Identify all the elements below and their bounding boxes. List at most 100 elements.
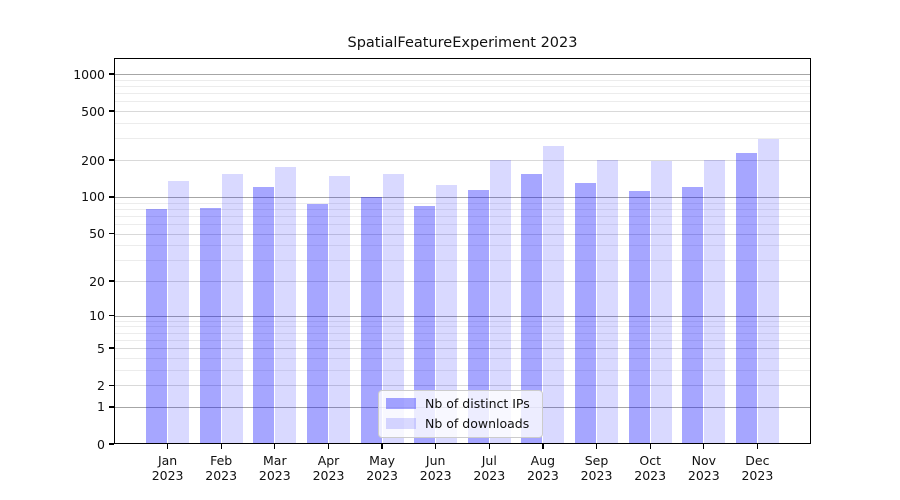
- minor-gridline-60: [114, 223, 811, 225]
- bar-nb-of-distinct-ips-feb: [199, 208, 221, 444]
- y-tick-label-50: 50: [89, 226, 105, 241]
- y-tick-label-1: 1: [97, 399, 105, 415]
- y-tick-label-5: 5: [97, 340, 105, 356]
- x-tick-label-sep: Sep 2023: [580, 453, 613, 483]
- y-tick-mark-100: [109, 196, 114, 198]
- y-tick-mark-1000: [109, 73, 114, 75]
- chart-title: SpatialFeatureExperiment 2023: [347, 35, 578, 51]
- x-tick-label-may: May 2023: [366, 453, 398, 483]
- minor-gridline-30: [114, 260, 811, 262]
- plot-area: [114, 58, 811, 444]
- bar-nb-of-distinct-ips-jun: [414, 206, 436, 444]
- y-tick-label-200: 200: [81, 152, 105, 168]
- x-tick-mark-aug: [542, 444, 544, 449]
- mid-gridline-50: [114, 233, 811, 235]
- x-tick-mark-jul: [488, 444, 490, 449]
- bar-nb-of-distinct-ips-dec: [735, 153, 757, 444]
- y-tick-label-20: 20: [89, 273, 105, 289]
- x-tick-mark-may: [381, 444, 383, 449]
- y-tick-mark-10: [109, 314, 114, 317]
- major-gridline-100: [114, 196, 811, 198]
- y-tick-mark-1: [109, 406, 114, 408]
- mid-gridline-200: [114, 160, 811, 161]
- minor-gridline-8: [114, 326, 811, 328]
- bar-nb-of-downloads-apr: [329, 176, 350, 444]
- y-tick-label-10: 10: [89, 308, 105, 324]
- minor-gridline-80: [114, 208, 811, 210]
- y-tick-mark-200: [109, 159, 114, 161]
- x-tick-label-oct: Oct 2023: [634, 453, 667, 483]
- bar-nb-of-downloads-feb: [221, 173, 243, 444]
- mid-gridline-5: [114, 348, 811, 350]
- minor-gridline-7: [114, 332, 811, 334]
- x-tick-label-aug: Aug 2023: [526, 453, 559, 483]
- bar-nb-of-downloads-jan: [168, 181, 190, 444]
- bar-nb-of-distinct-ips-jul: [467, 189, 489, 444]
- bar-nb-of-downloads-oct: [650, 161, 672, 444]
- bar-nb-of-downloads-aug: [543, 146, 565, 444]
- x-tick-label-feb: Feb 2023: [205, 453, 238, 483]
- minor-gridline-900: [114, 79, 811, 81]
- minor-gridline-40: [114, 245, 811, 247]
- minor-gridline-90: [114, 202, 811, 204]
- minor-gridline-700: [114, 93, 811, 95]
- legend: Nb of distinct IPs Nb of downloads: [378, 390, 543, 438]
- bar-nb-of-downloads-nov: [704, 159, 726, 444]
- x-tick-mark-jan: [166, 444, 169, 449]
- y-tick-label-1000: 1000: [73, 66, 105, 82]
- x-tick-mark-apr: [327, 444, 330, 449]
- y-tick-mark-500: [109, 110, 114, 112]
- y-tick-label-100: 100: [81, 189, 105, 205]
- y-tick-mark-5: [109, 347, 114, 349]
- mid-gridline-20: [114, 281, 811, 282]
- x-tick-mark-dec: [756, 444, 759, 449]
- bar-nb-of-downloads-dec: [757, 139, 779, 444]
- x-tick-mark-oct: [649, 444, 651, 449]
- x-tick-mark-sep: [595, 444, 598, 449]
- x-tick-mark-mar: [274, 444, 276, 449]
- legend-label-distinct-ips: Nb of distinct IPs: [425, 396, 530, 411]
- bar-nb-of-downloads-jun: [436, 185, 458, 444]
- x-tick-label-apr: Apr 2023: [312, 453, 345, 483]
- y-tick-mark-2: [109, 384, 114, 386]
- minor-gridline-600: [114, 101, 811, 103]
- minor-gridline-4: [114, 357, 811, 359]
- bar-nb-of-distinct-ips-oct: [628, 190, 650, 444]
- bar-nb-of-distinct-ips-apr: [307, 203, 328, 444]
- minor-gridline-800: [114, 86, 811, 87]
- legend-label-downloads: Nb of downloads: [425, 416, 530, 431]
- bar-nb-of-downloads-jul: [489, 160, 511, 444]
- x-tick-label-jul: Jul 2023: [473, 453, 506, 483]
- y-tick-label-0: 0: [97, 436, 105, 452]
- x-tick-label-nov: Nov 2023: [687, 453, 720, 483]
- bar-nb-of-downloads-mar: [275, 167, 297, 444]
- x-tick-label-dec: Dec 2023: [741, 453, 774, 483]
- minor-gridline-6: [114, 339, 811, 341]
- grid-layer: [114, 58, 811, 444]
- bar-nb-of-distinct-ips-mar: [253, 187, 275, 444]
- x-tick-mark-jun: [435, 444, 437, 449]
- minor-gridline-3: [114, 369, 811, 371]
- mid-gridline-2: [114, 385, 811, 387]
- legend-swatch-downloads: [386, 418, 416, 429]
- x-tick-label-mar: Mar 2023: [258, 453, 291, 483]
- legend-swatch-distinct-ips: [386, 398, 416, 409]
- bar-nb-of-distinct-ips-sep: [575, 182, 596, 444]
- x-tick-mark-feb: [220, 444, 222, 449]
- mid-gridline-500: [114, 111, 811, 113]
- y-tick-mark-20: [109, 280, 114, 282]
- bar-nb-of-distinct-ips-aug: [521, 173, 543, 444]
- legend-item-downloads: Nb of downloads: [386, 416, 534, 431]
- bar-nb-of-downloads-may: [382, 173, 404, 444]
- y-tick-mark-50: [109, 232, 114, 235]
- minor-gridline-400: [114, 123, 811, 124]
- axes-border: [114, 58, 811, 444]
- bar-nb-of-distinct-ips-nov: [682, 186, 704, 444]
- legend-item-distinct-ips: Nb of distinct IPs: [386, 396, 534, 411]
- minor-gridline-300: [114, 138, 811, 140]
- x-tick-label-jan: Jan 2023: [151, 453, 184, 483]
- major-gridline-1000: [114, 74, 811, 76]
- major-gridline-10: [114, 315, 811, 317]
- y-tick-mark-0: [109, 443, 114, 445]
